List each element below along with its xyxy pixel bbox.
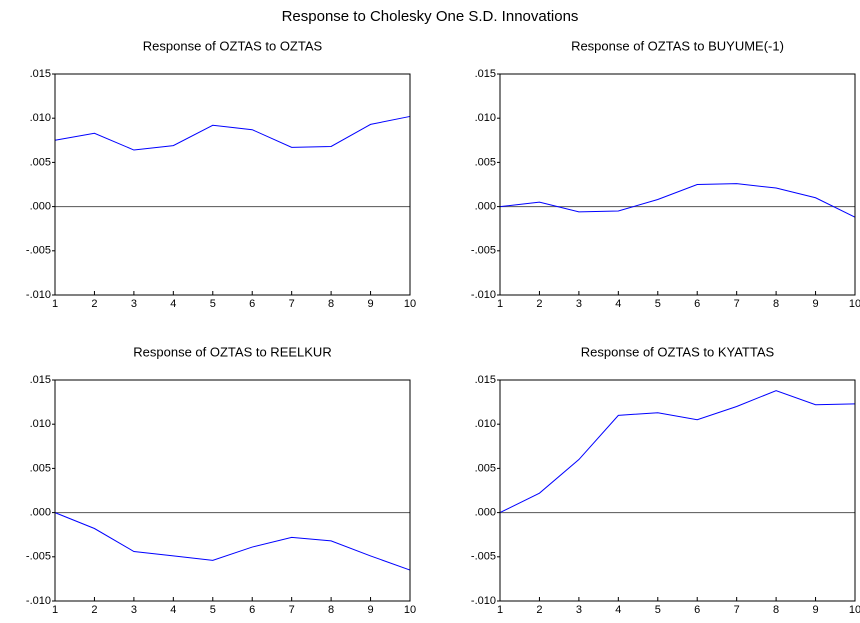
x-tick-label: 7 bbox=[289, 298, 295, 310]
y-tick-label: .000 bbox=[30, 201, 51, 213]
x-tick-label: 8 bbox=[773, 604, 779, 616]
series-line bbox=[499, 390, 856, 514]
x-tick-label: 6 bbox=[249, 604, 255, 616]
y-tick-label: .015 bbox=[475, 68, 496, 80]
x-tick-label: 8 bbox=[773, 298, 779, 310]
y-tick-label: .010 bbox=[30, 418, 51, 430]
series-line bbox=[499, 183, 856, 218]
x-tick-label: 1 bbox=[497, 604, 503, 616]
y-tick-label: .010 bbox=[30, 112, 51, 124]
plot-frame bbox=[54, 379, 411, 602]
x-tick-label: 5 bbox=[655, 298, 661, 310]
x-tick-label: 2 bbox=[91, 298, 97, 310]
x-tick-label: 9 bbox=[812, 604, 818, 616]
x-tick-label: 10 bbox=[849, 604, 860, 616]
y-tick-label: .005 bbox=[30, 156, 51, 168]
x-tick-label: 9 bbox=[367, 298, 373, 310]
y-tick-label: .010 bbox=[475, 112, 496, 124]
y-tick-label: -.010 bbox=[471, 289, 496, 301]
x-tick-label: 5 bbox=[655, 604, 661, 616]
y-tick-label: .010 bbox=[475, 418, 496, 430]
x-tick-label: 7 bbox=[289, 604, 295, 616]
x-tick-label: 6 bbox=[694, 298, 700, 310]
y-tick-label: .000 bbox=[475, 201, 496, 213]
x-tick-label: 1 bbox=[497, 298, 503, 310]
y-tick-label: .005 bbox=[475, 156, 496, 168]
y-tick-label: -.005 bbox=[471, 551, 496, 563]
x-tick-label: 7 bbox=[734, 298, 740, 310]
x-tick-label: 9 bbox=[812, 298, 818, 310]
x-tick-label: 8 bbox=[328, 604, 334, 616]
y-tick-label: -.005 bbox=[471, 245, 496, 257]
x-tick-label: 3 bbox=[131, 604, 137, 616]
y-tick-label: .015 bbox=[475, 374, 496, 386]
y-tick-label: -.005 bbox=[26, 245, 51, 257]
x-tick-label: 8 bbox=[328, 298, 334, 310]
y-tick-label: -.010 bbox=[26, 595, 51, 607]
x-tick-label: 2 bbox=[91, 604, 97, 616]
y-tick-label: -.010 bbox=[26, 289, 51, 301]
x-tick-label: 4 bbox=[615, 298, 621, 310]
x-tick-label: 7 bbox=[734, 604, 740, 616]
subplot-title: Response of OZTAS to OZTAS bbox=[143, 38, 323, 53]
y-tick-label: -.005 bbox=[26, 551, 51, 563]
series-line bbox=[54, 512, 411, 571]
x-tick-label: 3 bbox=[131, 298, 137, 310]
y-tick-label: .000 bbox=[30, 507, 51, 519]
x-tick-label: 1 bbox=[52, 298, 58, 310]
y-tick-label: -.010 bbox=[471, 595, 496, 607]
y-tick-label: .000 bbox=[475, 507, 496, 519]
y-tick-label: .015 bbox=[30, 68, 51, 80]
chart-title: Response to Cholesky One S.D. Innovation… bbox=[282, 8, 579, 25]
x-tick-label: 1 bbox=[52, 604, 58, 616]
subplot-title: Response of OZTAS to BUYUME(-1) bbox=[571, 38, 784, 53]
x-tick-label: 4 bbox=[170, 298, 176, 310]
x-tick-label: 2 bbox=[536, 298, 542, 310]
y-tick-label: .005 bbox=[475, 462, 496, 474]
x-tick-label: 10 bbox=[849, 298, 860, 310]
x-tick-label: 6 bbox=[249, 298, 255, 310]
x-tick-label: 2 bbox=[536, 604, 542, 616]
x-tick-label: 10 bbox=[404, 298, 416, 310]
plot-frame bbox=[499, 379, 856, 602]
x-tick-label: 6 bbox=[694, 604, 700, 616]
x-tick-label: 3 bbox=[576, 604, 582, 616]
x-tick-label: 4 bbox=[615, 604, 621, 616]
x-tick-label: 9 bbox=[367, 604, 373, 616]
x-tick-label: 5 bbox=[210, 298, 216, 310]
x-tick-label: 4 bbox=[170, 604, 176, 616]
x-tick-label: 3 bbox=[576, 298, 582, 310]
subplot-title: Response of OZTAS to REELKUR bbox=[133, 344, 331, 359]
x-tick-label: 5 bbox=[210, 604, 216, 616]
plot-frame bbox=[54, 73, 411, 296]
subplot-title: Response of OZTAS to KYATTAS bbox=[581, 344, 775, 359]
plot-frame bbox=[499, 73, 856, 296]
y-tick-label: .015 bbox=[30, 374, 51, 386]
series-line bbox=[54, 115, 411, 151]
x-tick-label: 10 bbox=[404, 604, 416, 616]
y-tick-label: .005 bbox=[30, 462, 51, 474]
